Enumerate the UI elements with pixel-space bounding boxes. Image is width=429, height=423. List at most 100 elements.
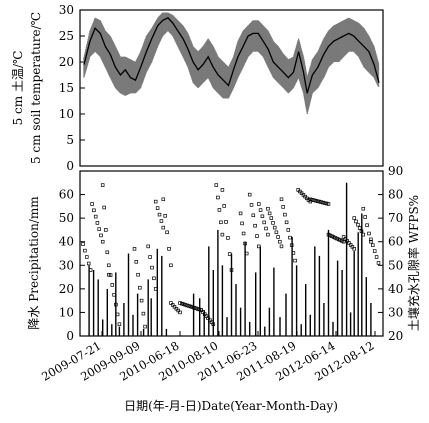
wfps-marker	[286, 228, 291, 232]
wfps-marker	[176, 308, 180, 313]
wfps-marker	[352, 247, 356, 251]
wfps-marker	[253, 223, 257, 228]
wfps-marker	[371, 243, 375, 247]
wfps-marker	[341, 239, 346, 244]
bottom-right-ytick-label: 80	[388, 188, 403, 202]
bottom-left-ytick-label: 20	[59, 282, 74, 296]
wfps-marker	[262, 220, 266, 225]
wfps-marker	[114, 302, 118, 307]
wfps-marker	[341, 235, 346, 239]
wfps-marker	[283, 212, 287, 217]
wfps-marker	[251, 213, 256, 218]
wfps-marker	[83, 248, 87, 253]
wfps-marker	[170, 303, 175, 307]
wfps-marker	[115, 312, 120, 317]
wfps-marker	[271, 221, 275, 225]
bottom-left-ytick-label: 30	[59, 258, 74, 272]
wfps-marker	[363, 215, 367, 219]
wfps-marker	[284, 220, 289, 225]
wfps-marker	[100, 183, 105, 187]
wfps-marker	[247, 192, 252, 197]
wfps-marker	[249, 203, 254, 207]
wfps-marker	[227, 252, 232, 256]
wfps-marker	[187, 304, 191, 308]
bottom-left-ytick-label: 10	[59, 305, 74, 319]
wfps-marker	[161, 197, 166, 202]
wfps-marker	[313, 198, 318, 203]
bottom-right-ytick-label: 70	[388, 211, 403, 225]
wfps-marker	[214, 183, 219, 187]
wfps-marker	[372, 249, 377, 253]
wfps-marker	[279, 197, 284, 202]
top-panel-plot: 0 5 10 15 20 25 30	[59, 3, 384, 173]
wfps-marker	[159, 219, 164, 223]
wfps-marker	[269, 216, 274, 220]
wfps-marker	[169, 301, 173, 305]
wfps-marker	[266, 232, 270, 237]
wfps-marker	[110, 283, 115, 287]
wfps-marker	[143, 324, 147, 329]
wfps-marker	[374, 255, 379, 259]
top-ytick-label: 15	[59, 81, 74, 95]
bottom-ylabel-left: 降水 Precipitation/mm	[27, 196, 41, 330]
wfps-marker	[354, 219, 358, 224]
wfps-marker	[194, 306, 198, 311]
wfps-marker	[178, 301, 182, 305]
bottom-right-ytick-label: 90	[388, 164, 403, 178]
wfps-marker	[288, 235, 292, 240]
wfps-marker	[86, 261, 91, 266]
wfps-marker	[350, 245, 355, 249]
wfps-marker	[155, 206, 160, 210]
top-ytick-label: 30	[59, 3, 74, 17]
wfps-marker	[345, 239, 349, 243]
bottom-right-ytick-label: 30	[388, 305, 403, 319]
wfps-marker	[183, 303, 188, 307]
wfps-marker	[85, 255, 89, 259]
wfps-marker	[243, 241, 247, 246]
wfps-marker	[93, 214, 98, 219]
wfps-marker	[220, 232, 225, 237]
wfps-marker	[289, 243, 294, 247]
wfps-marker	[90, 202, 94, 206]
top-ylabel-en: 5 cm soil temperature/℃	[29, 12, 43, 164]
wfps-marker	[134, 260, 139, 264]
wfps-marker	[181, 302, 186, 306]
bottom-left-ytick-label: 50	[59, 211, 74, 225]
wfps-marker	[274, 230, 279, 235]
wfps-marker	[153, 287, 158, 291]
wfps-marker	[224, 220, 228, 224]
wfps-marker	[352, 216, 356, 220]
wfps-marker	[369, 239, 373, 244]
wfps-marker	[310, 198, 314, 202]
bottom-right-ytick-label: 50	[388, 258, 403, 272]
wfps-marker	[197, 307, 202, 312]
wfps-marker	[139, 298, 144, 303]
wfps-marker	[157, 212, 162, 217]
wfps-marker	[361, 206, 366, 211]
wfps-marker	[276, 235, 280, 239]
wfps-marker	[141, 311, 146, 316]
wfps-marker	[107, 263, 111, 268]
wfps-marker	[267, 211, 272, 216]
wfps-marker	[308, 199, 313, 204]
wfps-marker	[161, 225, 166, 230]
wfps-marker	[226, 236, 230, 240]
bottom-left-ytick-label: 40	[59, 235, 74, 249]
wfps-marker	[192, 305, 196, 310]
wfps-marker	[347, 241, 351, 245]
wfps-marker	[264, 226, 268, 231]
wfps-marker	[117, 322, 122, 326]
wfps-marker	[293, 258, 297, 263]
wfps-marker	[219, 220, 223, 225]
bottom-right-ytick-label: 40	[388, 282, 403, 296]
top-ytick-label: 10	[59, 107, 74, 121]
wfps-marker	[312, 198, 316, 202]
wfps-marker	[152, 276, 156, 281]
wfps-marker	[217, 208, 222, 212]
wfps-marker	[244, 251, 249, 256]
wfps-marker	[211, 322, 216, 326]
wfps-marker	[97, 227, 101, 231]
wfps-marker	[356, 222, 360, 227]
wfps-marker	[229, 268, 234, 272]
